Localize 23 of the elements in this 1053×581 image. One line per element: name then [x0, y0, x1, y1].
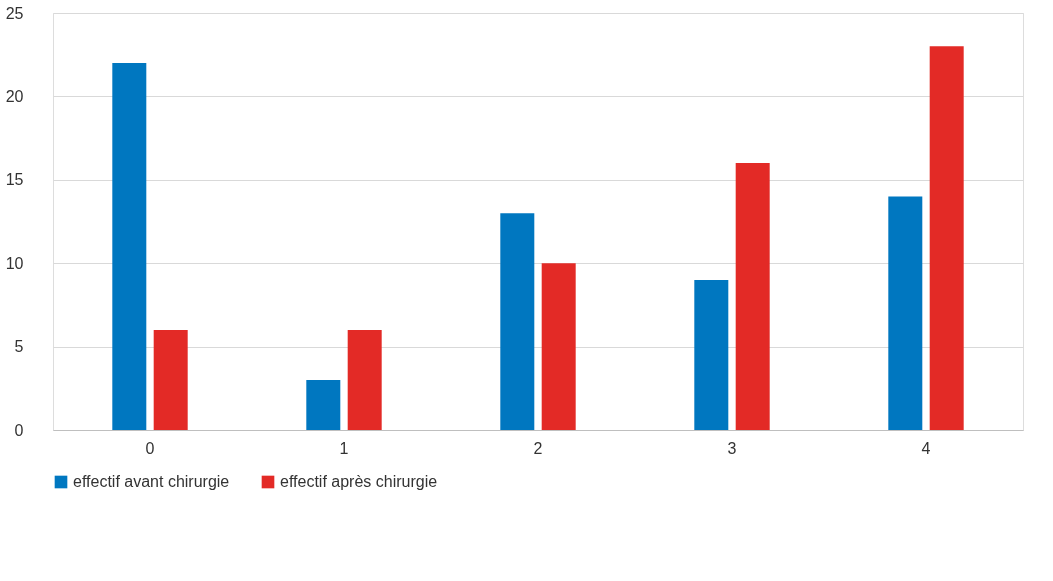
bar — [347, 329, 382, 430]
y-tick-label: 0 — [14, 421, 24, 439]
bar — [153, 329, 188, 430]
bar — [306, 379, 341, 430]
y-tick-label: 10 — [5, 254, 24, 272]
legend-label: effectif avant chirurgie — [73, 473, 230, 490]
bar — [888, 196, 923, 430]
y-tick-label: 20 — [5, 87, 24, 105]
bar — [929, 46, 964, 430]
bar — [694, 279, 729, 430]
bar — [735, 163, 770, 430]
x-tick-label: 3 — [727, 439, 737, 457]
bar — [112, 63, 147, 430]
legend-label: effectif après chirurgie — [280, 473, 438, 490]
bar — [541, 263, 576, 430]
bar — [500, 213, 535, 430]
x-tick-label: 1 — [339, 439, 349, 457]
y-tick-label: 25 — [5, 4, 24, 22]
x-tick-label: 2 — [533, 439, 543, 457]
x-tick-label: 0 — [145, 439, 155, 457]
y-tick-label: 15 — [5, 171, 24, 189]
y-tick-label: 5 — [14, 338, 24, 356]
x-tick-label: 4 — [921, 439, 931, 457]
